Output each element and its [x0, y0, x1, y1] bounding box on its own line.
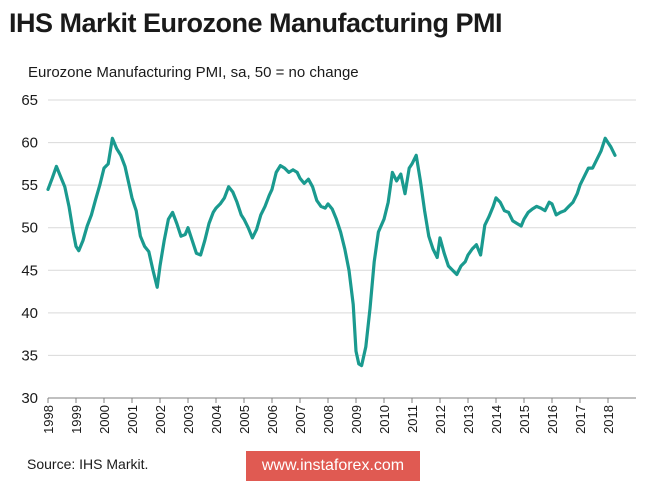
x-tick-label: 2001	[125, 405, 140, 434]
x-tick-label: 2012	[433, 405, 448, 434]
x-tick-label: 2011	[405, 405, 420, 433]
y-tick-label: 65	[21, 92, 38, 109]
y-tick-label: 45	[21, 262, 38, 279]
x-tick-label: 1999	[69, 405, 84, 434]
series-line-0	[46, 136, 617, 368]
chart-subtitle: Eurozone Manufacturing PMI, sa, 50 = no …	[28, 64, 359, 81]
y-tick-label: 50	[21, 220, 38, 237]
x-tick-label: 2000	[97, 405, 112, 434]
pmi-line-chart: 30 35 40 45 50 55 60 65 1998 1999 2000 2001 2002 200…	[21, 92, 636, 434]
x-tick-label: 2003	[181, 405, 196, 434]
grid-lines	[48, 99, 636, 356]
x-tick-label: 2008	[321, 405, 336, 434]
watermark-badge[interactable]: www.instaforex.com	[246, 451, 420, 481]
x-tick-label: 2018	[601, 405, 616, 434]
y-tick-label: 40	[21, 305, 38, 322]
x-tick-label: 2010	[377, 405, 392, 434]
x-tick-label: 2004	[209, 405, 224, 434]
x-tick-label: 2015	[517, 405, 532, 434]
y-tick-label: 30	[21, 390, 38, 407]
x-tick-label: 2016	[545, 405, 560, 434]
x-tick-label: 2005	[237, 405, 252, 434]
y-tick-label: 55	[21, 177, 38, 194]
x-tick-label: 2007	[293, 405, 308, 434]
y-tick-label: 35	[21, 347, 38, 364]
source-note: Source: IHS Markit.	[27, 456, 149, 472]
x-tick-label: 1998	[41, 405, 56, 434]
x-axis: 1998 1999 2000 2001 2002 2003 2004 2005 2006 2007…	[41, 397, 636, 434]
x-tick-label: 2013	[461, 405, 476, 434]
x-tick-label: 2002	[153, 405, 168, 434]
chart-title: IHS Markit Eurozone Manufacturing PMI	[9, 8, 503, 38]
x-tick-label: 2014	[489, 405, 504, 434]
x-tick-label: 2017	[573, 405, 588, 434]
y-axis-ticks: 30 35 40 45 50 55 60 65	[21, 92, 38, 407]
x-tick-label: 2006	[265, 405, 280, 434]
series-group	[46, 136, 617, 368]
x-tick-label: 2009	[349, 405, 364, 434]
y-tick-label: 60	[21, 135, 38, 152]
